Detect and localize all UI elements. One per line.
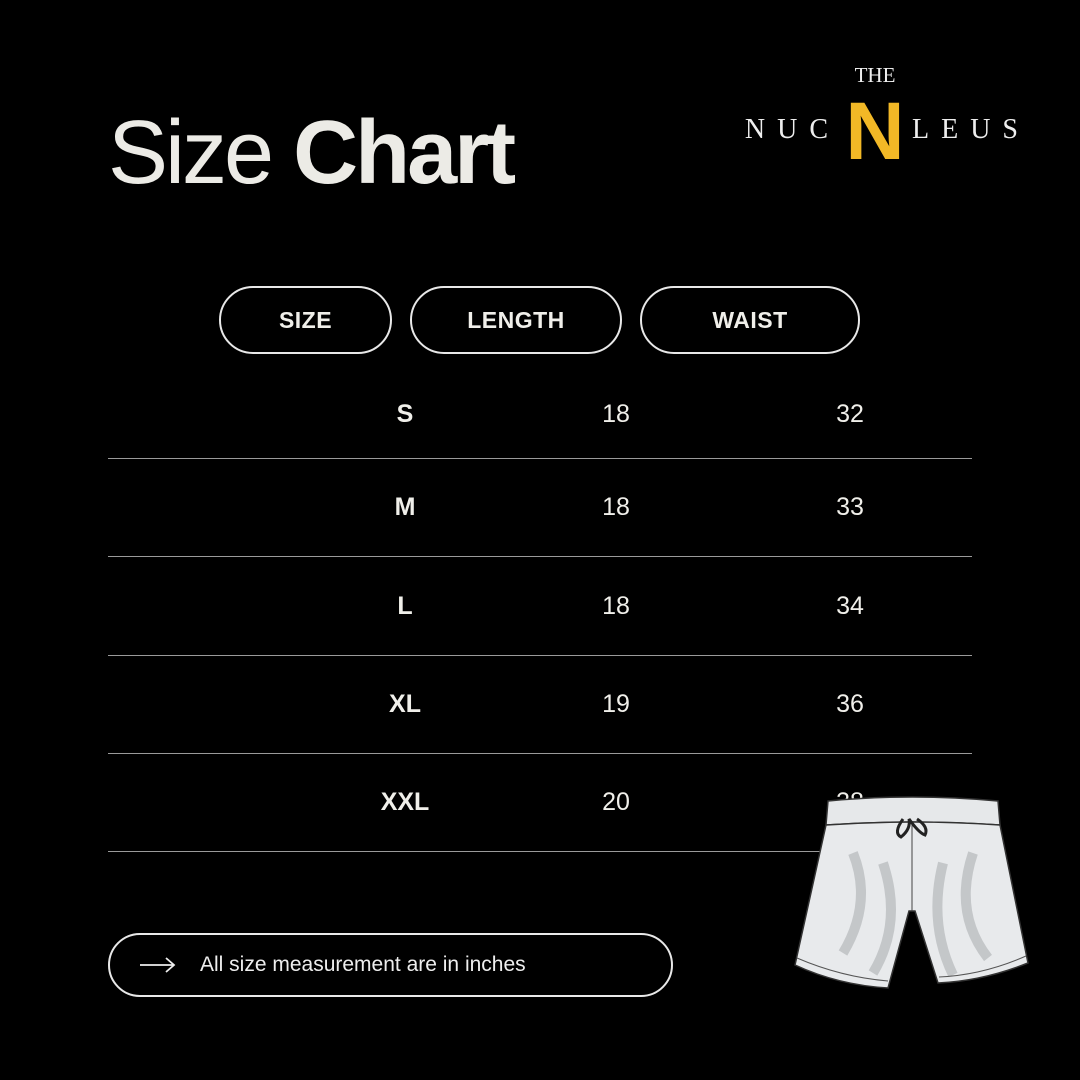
cell-waist: 32 [836,399,864,428]
table-row: XXL2038 [108,753,972,852]
cell-length: 20 [602,787,630,816]
cell-length: 19 [602,689,630,718]
cell-size: M [394,492,416,521]
cell-size: XL [389,689,421,718]
table-row: L 18 34 [108,557,972,656]
cell-length: 18 [602,492,630,521]
cell-size: L [397,591,413,620]
cell-size: S [396,399,414,428]
table-row: S 18 32 [108,370,972,459]
cell-length: 18 [602,591,630,620]
brand-logo: THE N NUC LEUS [745,63,1030,172]
note-text: All size measurement are in inches [200,953,526,976]
cell-waist: 34 [836,591,864,620]
table-row: M 18 33 [108,458,972,557]
measurement-note: All size measurement are in inches [108,933,673,997]
header-waist: WAIST [640,286,860,354]
cell-size: XXL [380,787,430,816]
cell-length: 18 [602,399,630,428]
cell-waist: 33 [836,492,864,521]
logo-word-right: LEUS [912,114,1030,145]
logo-the: THE [855,63,896,87]
page-title: Size Chart [108,98,516,208]
title-light: Size [108,103,274,203]
cell-waist: 36 [836,689,864,718]
title-bold: Chart [293,103,516,203]
header-length: LENGTH [410,286,622,354]
shorts-icon [794,796,1029,989]
header-size: SIZE [219,286,392,354]
table-row: XL 19 36 [108,655,972,754]
logo-word-left: NUC [745,114,840,145]
arrow-right-icon [140,957,176,973]
logo-letter: N [845,86,904,172]
